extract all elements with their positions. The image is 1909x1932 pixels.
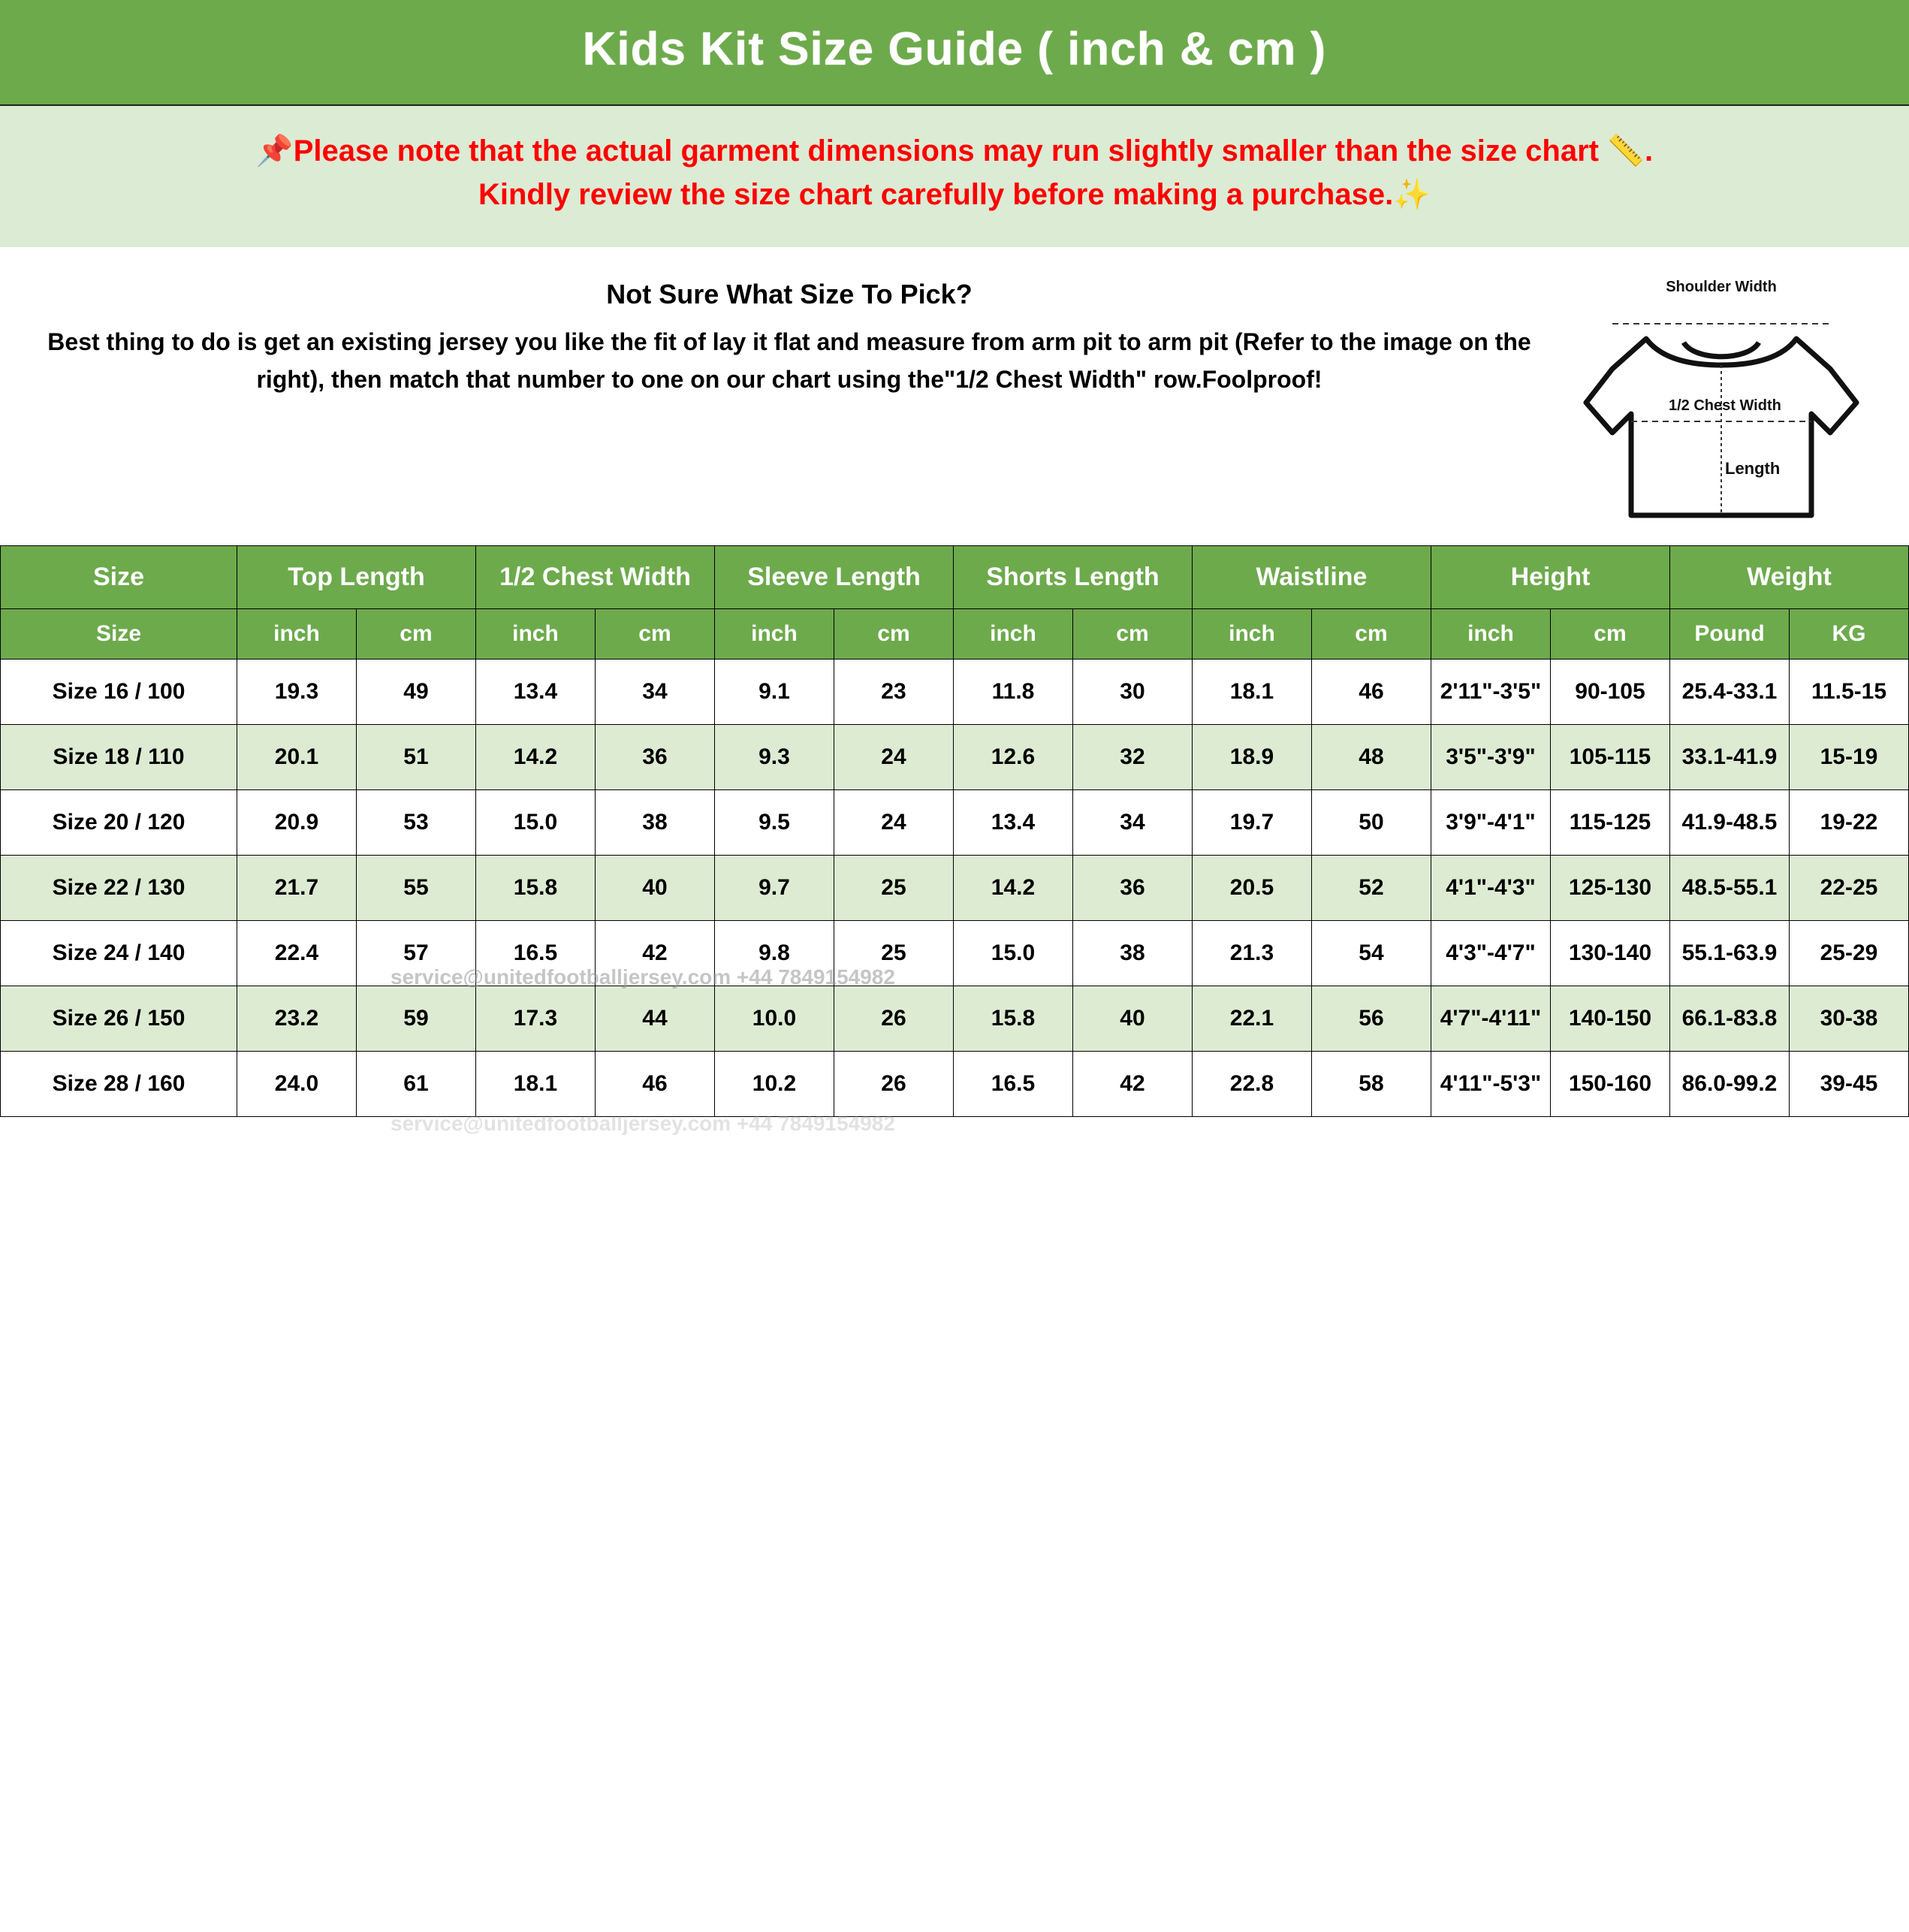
length-text: Length [1725, 459, 1780, 478]
col-group-weight: Weight [1669, 546, 1908, 609]
unit-chest-in: inch [475, 609, 595, 660]
size-guide-table: Size Top Length 1/2 Chest Width Sleeve L… [0, 545, 1909, 1117]
table-row: Size 22 / 130 21.7 55 15.8 40 9.7 25 14.… [1, 856, 1909, 921]
unit-size: Size [1, 609, 237, 660]
col-group-half-chest: 1/2 Chest Width [475, 546, 714, 609]
table-row: Size 28 / 160 24.0 61 18.1 46 10.2 26 16… [1, 1052, 1909, 1117]
col-group-size: Size [1, 546, 237, 609]
tshirt-diagram: Shoulder Width 1/2 Chest Width Length [1564, 274, 1879, 523]
instructions-section: Not Sure What Size To Pick? Best thing t… [0, 247, 1909, 545]
sparkle-icon: ✨ [1393, 178, 1431, 211]
unit-height-cm: cm [1550, 609, 1669, 660]
table-row: Size 24 / 140 22.4 57 16.5 42 9.8 25 15.… [1, 921, 1909, 986]
notice-bar: 📌Please note that the actual garment dim… [0, 106, 1909, 247]
unit-chest-cm: cm [595, 609, 714, 660]
col-group-top-length: Top Length [237, 546, 475, 609]
instructions-body: Best thing to do is get an existing jers… [30, 324, 1549, 398]
half-chest-width-text: 1/2 Chest Width [1669, 397, 1781, 414]
col-group-sleeve: Sleeve Length [714, 546, 953, 609]
page-title: Kids Kit Size Guide ( inch & cm ) [0, 23, 1909, 76]
table-row: Size 20 / 120 20.9 53 15.0 38 9.5 24 13.… [1, 790, 1909, 856]
title-bar: Kids Kit Size Guide ( inch & cm ) [0, 0, 1909, 106]
unit-top-in: inch [237, 609, 356, 660]
unit-weight-kg: KG [1789, 609, 1908, 660]
shoulder-width-label: Shoulder Width [1564, 279, 1879, 296]
table-row: Size 26 / 150 23.2 59 17.3 44 10.0 26 15… [1, 986, 1909, 1052]
table-unit-header-row: Size inch cm inch cm inch cm inch cm inc… [1, 609, 1909, 660]
unit-sleeve-cm: cm [834, 609, 953, 660]
unit-waist-cm: cm [1311, 609, 1431, 660]
instructions-heading: Not Sure What Size To Pick? [30, 279, 1549, 310]
unit-shorts-in: inch [953, 609, 1072, 660]
notice-line-2: Kindly review the size chart carefully b… [30, 175, 1879, 214]
unit-height-in: inch [1431, 609, 1550, 660]
unit-waist-in: inch [1192, 609, 1311, 660]
notice-line-1: 📌Please note that the actual garment dim… [30, 131, 1879, 171]
col-group-shorts: Shorts Length [953, 546, 1192, 609]
unit-shorts-cm: cm [1072, 609, 1192, 660]
col-group-waist: Waistline [1192, 546, 1431, 609]
tshirt-illustration: 1/2 Chest Width Length [1571, 297, 1871, 523]
col-group-height: Height [1431, 546, 1669, 609]
table-row: Size 18 / 110 20.1 51 14.2 36 9.3 24 12.… [1, 725, 1909, 790]
instructions-text: Not Sure What Size To Pick? Best thing t… [30, 274, 1564, 398]
table-body: Size 16 / 100 19.3 49 13.4 34 9.1 23 11.… [1, 660, 1909, 1117]
unit-top-cm: cm [356, 609, 475, 660]
table-group-header-row: Size Top Length 1/2 Chest Width Sleeve L… [1, 546, 1909, 609]
unit-sleeve-in: inch [714, 609, 834, 660]
size-guide-page: Kids Kit Size Guide ( inch & cm ) 📌Pleas… [0, 0, 1909, 1117]
table-row: Size 16 / 100 19.3 49 13.4 34 9.1 23 11.… [1, 660, 1909, 725]
unit-weight-lb: Pound [1669, 609, 1789, 660]
ruler-icon: 📏 [1607, 134, 1645, 168]
pushpin-icon: 📌 [256, 134, 294, 168]
